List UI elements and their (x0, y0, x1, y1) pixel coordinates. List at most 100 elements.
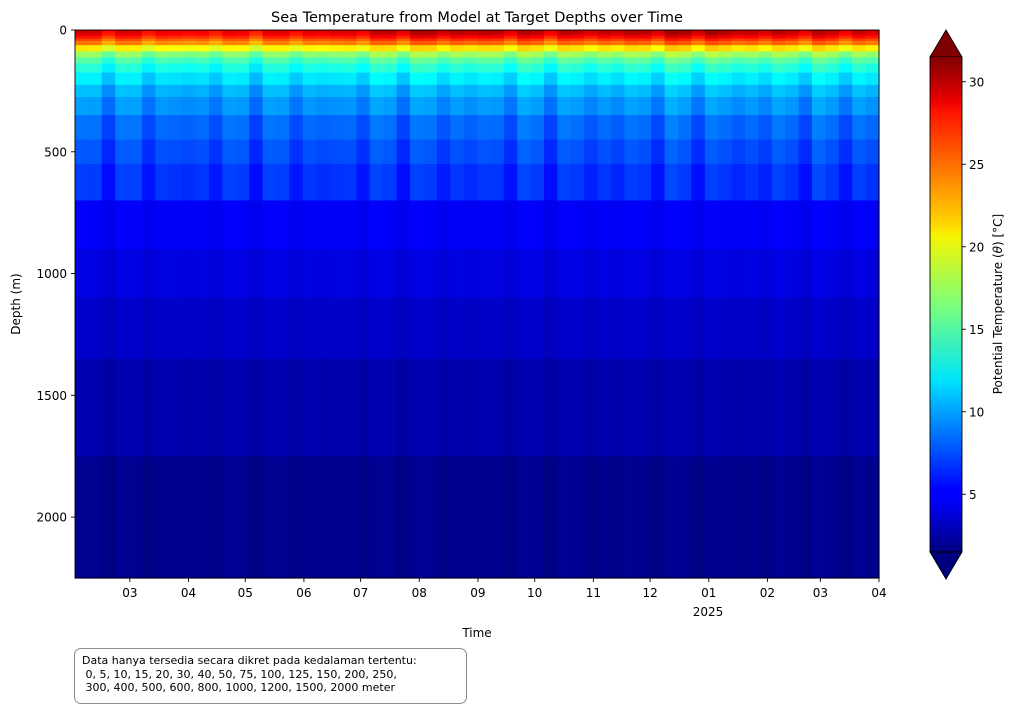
heatmap-cell (316, 249, 331, 299)
heatmap-cell (195, 115, 210, 141)
heatmap-cell (503, 358, 518, 457)
heatmap-cell (276, 456, 290, 579)
heatmap-cell (637, 84, 652, 98)
heatmap-cell (597, 72, 612, 86)
heatmap-cell (450, 57, 465, 65)
heatmap-cell (356, 358, 371, 457)
heatmap-cell (570, 33, 585, 35)
heatmap-cell (115, 456, 130, 579)
heatmap-cell (584, 36, 599, 40)
heatmap-cell (410, 456, 424, 579)
heatmap-cell (584, 33, 599, 35)
heatmap-cell (463, 358, 478, 457)
heatmap-cell (758, 36, 773, 40)
heatmap-cell (115, 96, 130, 116)
heatmap-cell (115, 38, 130, 42)
heatmap-cell (155, 63, 170, 74)
heatmap-cell (530, 40, 545, 46)
heatmap-cell (463, 139, 478, 165)
heatmap-cell (249, 45, 264, 52)
heatmap-cell (597, 96, 612, 116)
heatmap-cell (75, 57, 89, 65)
heatmap-cell (450, 33, 465, 35)
heatmap-cell (235, 34, 250, 37)
heatmap-cell (423, 200, 438, 250)
heatmap-cell (624, 40, 639, 46)
heatmap-cell (865, 297, 880, 360)
heatmap-cell (477, 297, 491, 360)
heatmap-cell (798, 51, 813, 58)
heatmap-cell (624, 33, 639, 35)
heatmap-cell (329, 31, 344, 34)
heatmap-cell (490, 200, 505, 250)
heatmap-cell (383, 358, 398, 457)
heatmap-cell (798, 139, 813, 165)
heatmap-cell (343, 456, 357, 579)
heatmap-cell (75, 30, 89, 33)
heatmap-cell (383, 30, 398, 33)
heatmap-cell (718, 139, 733, 165)
heatmap-cell (356, 45, 371, 52)
heatmap-cell (557, 200, 572, 250)
heatmap-cell (249, 40, 264, 46)
heatmap-cell (209, 84, 223, 98)
heatmap-cell (771, 72, 786, 86)
heatmap-cell (356, 40, 371, 46)
heatmap-cell (825, 63, 840, 74)
heatmap-cell (584, 63, 599, 74)
heatmap-cell (235, 139, 250, 165)
heatmap-cell (611, 34, 625, 37)
x-tick-label: 09 (470, 586, 485, 600)
heatmap-cell (436, 139, 451, 165)
heatmap-cell (101, 115, 116, 141)
heatmap-cell (785, 297, 800, 360)
heatmap-cell (302, 45, 317, 52)
heatmap-cell (423, 36, 438, 40)
heatmap-cell (530, 38, 545, 42)
heatmap-cell (570, 30, 585, 33)
heatmap-cell (798, 456, 813, 579)
heatmap-cell (222, 163, 237, 202)
heatmap-cell (115, 51, 130, 58)
heatmap-cell (209, 31, 223, 34)
heatmap-cell (276, 200, 290, 250)
heatmap-cell (584, 45, 599, 52)
heatmap-cell (745, 297, 759, 360)
heatmap-cell (691, 57, 706, 65)
heatmap-cell (222, 115, 237, 141)
heatmap-cell (450, 200, 465, 250)
heatmap-cell (678, 96, 692, 116)
heatmap-cell (168, 45, 183, 52)
heatmap-cell (168, 297, 183, 360)
heatmap-cell (316, 115, 331, 141)
heatmap-cell (852, 36, 867, 40)
heatmap-cell (530, 200, 545, 250)
heatmap-cell (771, 36, 786, 40)
heatmap-cell (490, 51, 505, 58)
heatmap-cell (758, 34, 773, 37)
heatmap-cell (570, 38, 585, 42)
heatmap-cell (168, 84, 183, 98)
heatmap-cell (758, 38, 773, 42)
heatmap-cell (664, 200, 679, 250)
heatmap-cell (128, 72, 143, 86)
heatmap-cell (584, 115, 599, 141)
heatmap-cell (168, 63, 183, 74)
heatmap-cell (195, 72, 210, 86)
heatmap-cell (691, 249, 706, 299)
heatmap-cell (758, 30, 773, 33)
heatmap-cell (369, 30, 384, 32)
heatmap-cell (383, 115, 398, 141)
heatmap-cell (369, 115, 384, 141)
heatmap-cell (771, 96, 786, 116)
heatmap-cell (865, 40, 880, 46)
heatmap-cell (624, 63, 639, 74)
heatmap-cell (812, 51, 826, 58)
heatmap-cell (329, 51, 344, 58)
heatmap-cell (343, 34, 357, 37)
heatmap-cell (195, 200, 210, 250)
heatmap-cell (704, 33, 719, 35)
heatmap-cell (865, 45, 880, 52)
heatmap-cell (530, 456, 545, 579)
heatmap-cell (584, 57, 599, 65)
